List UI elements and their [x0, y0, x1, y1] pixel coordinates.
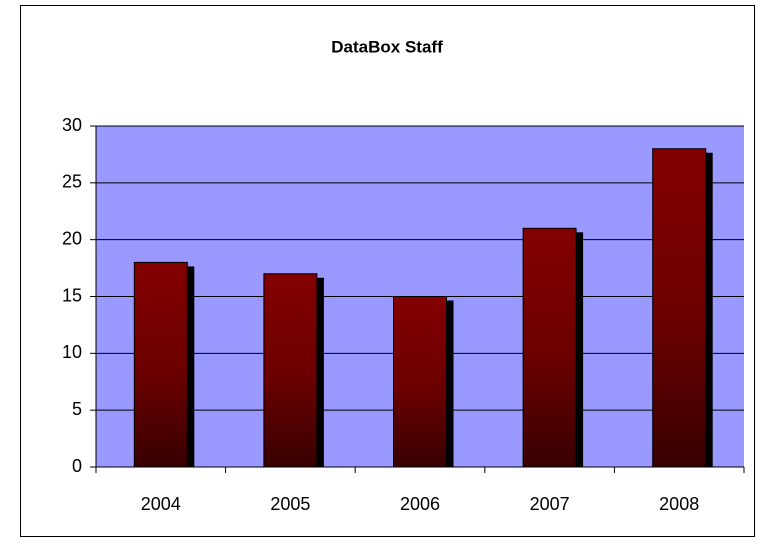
- y-tick-label: 10: [62, 342, 82, 362]
- x-tick-label: 2008: [659, 494, 699, 514]
- x-tick-label: 2005: [270, 494, 310, 514]
- bar: [522, 227, 577, 468]
- bar: [652, 148, 707, 468]
- bar: [393, 296, 447, 468]
- bar: [133, 261, 188, 468]
- y-tick-label: 15: [62, 285, 82, 305]
- y-tick-label: 30: [62, 115, 82, 135]
- y-tick-label: 0: [72, 456, 82, 476]
- y-tick-label: 5: [72, 399, 82, 419]
- y-tick-label: 20: [62, 228, 82, 248]
- chart-title: DataBox Staff: [331, 37, 443, 56]
- y-tick-label: 25: [62, 172, 82, 192]
- bar: [263, 273, 318, 468]
- x-tick-label: 2006: [400, 494, 440, 514]
- x-tick-label: 2007: [530, 494, 570, 514]
- x-tick-label: 2004: [141, 494, 181, 514]
